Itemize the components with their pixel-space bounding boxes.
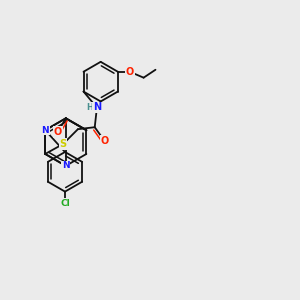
Text: N: N [62,161,70,170]
Text: Cl: Cl [60,199,70,208]
Text: N: N [41,126,49,135]
Text: O: O [126,67,134,77]
Text: O: O [54,127,62,137]
Text: H: H [86,103,93,112]
Text: N: N [93,102,101,112]
Text: S: S [59,139,67,149]
Text: O: O [100,136,109,146]
